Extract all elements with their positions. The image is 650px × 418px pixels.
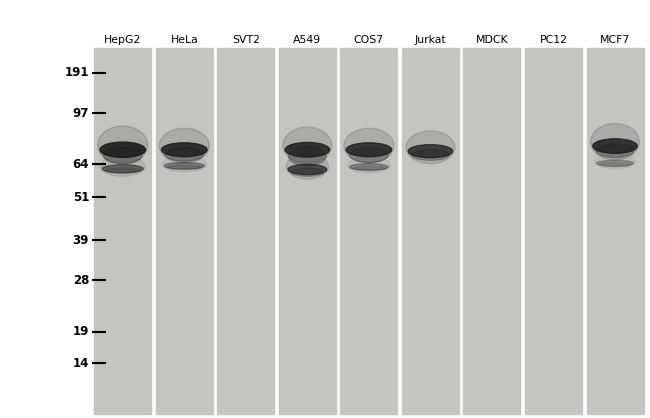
Ellipse shape xyxy=(406,131,455,164)
Ellipse shape xyxy=(98,126,148,164)
Ellipse shape xyxy=(289,147,326,166)
Ellipse shape xyxy=(102,165,143,173)
Bar xyxy=(341,48,397,414)
Ellipse shape xyxy=(352,166,385,171)
Ellipse shape xyxy=(100,142,146,158)
Ellipse shape xyxy=(161,143,207,157)
Bar xyxy=(525,48,582,414)
Ellipse shape xyxy=(596,144,634,158)
Text: MCF7: MCF7 xyxy=(600,35,630,45)
Bar xyxy=(94,48,151,414)
Text: 51: 51 xyxy=(73,191,89,204)
Ellipse shape xyxy=(350,164,388,170)
Text: 64: 64 xyxy=(73,158,89,171)
Text: 28: 28 xyxy=(73,274,89,287)
Ellipse shape xyxy=(599,163,630,167)
Text: SVT2: SVT2 xyxy=(232,35,260,45)
Text: HeLa: HeLa xyxy=(170,35,198,45)
Ellipse shape xyxy=(283,127,332,164)
Ellipse shape xyxy=(159,128,209,163)
Ellipse shape xyxy=(408,145,452,158)
Text: Jurkat: Jurkat xyxy=(415,35,446,45)
Text: PC12: PC12 xyxy=(540,35,567,45)
Bar xyxy=(463,48,521,414)
Ellipse shape xyxy=(100,156,146,176)
Ellipse shape xyxy=(105,168,140,173)
Bar xyxy=(217,48,274,414)
Text: 39: 39 xyxy=(73,234,89,247)
Ellipse shape xyxy=(597,161,634,166)
Text: COS7: COS7 xyxy=(354,35,384,45)
Text: MDCK: MDCK xyxy=(476,35,508,45)
Text: 14: 14 xyxy=(73,357,89,370)
Ellipse shape xyxy=(103,147,142,163)
Ellipse shape xyxy=(165,148,203,161)
Ellipse shape xyxy=(344,128,394,163)
Ellipse shape xyxy=(288,164,327,175)
Bar xyxy=(586,48,644,414)
Ellipse shape xyxy=(593,139,637,153)
Bar xyxy=(279,48,336,414)
Ellipse shape xyxy=(286,154,329,179)
Ellipse shape xyxy=(162,155,206,172)
Text: 191: 191 xyxy=(64,66,89,79)
Text: HepG2: HepG2 xyxy=(104,35,141,45)
Ellipse shape xyxy=(167,165,202,170)
Bar xyxy=(156,48,213,414)
Text: 19: 19 xyxy=(73,325,89,338)
Ellipse shape xyxy=(348,157,390,173)
Ellipse shape xyxy=(591,123,640,160)
Ellipse shape xyxy=(164,163,204,169)
Text: 97: 97 xyxy=(73,107,89,120)
Ellipse shape xyxy=(291,168,324,176)
Ellipse shape xyxy=(285,143,330,157)
Ellipse shape xyxy=(595,154,636,169)
Text: A549: A549 xyxy=(293,35,321,45)
Ellipse shape xyxy=(346,143,392,157)
Ellipse shape xyxy=(411,149,449,161)
Ellipse shape xyxy=(350,147,388,163)
Bar xyxy=(402,48,459,414)
